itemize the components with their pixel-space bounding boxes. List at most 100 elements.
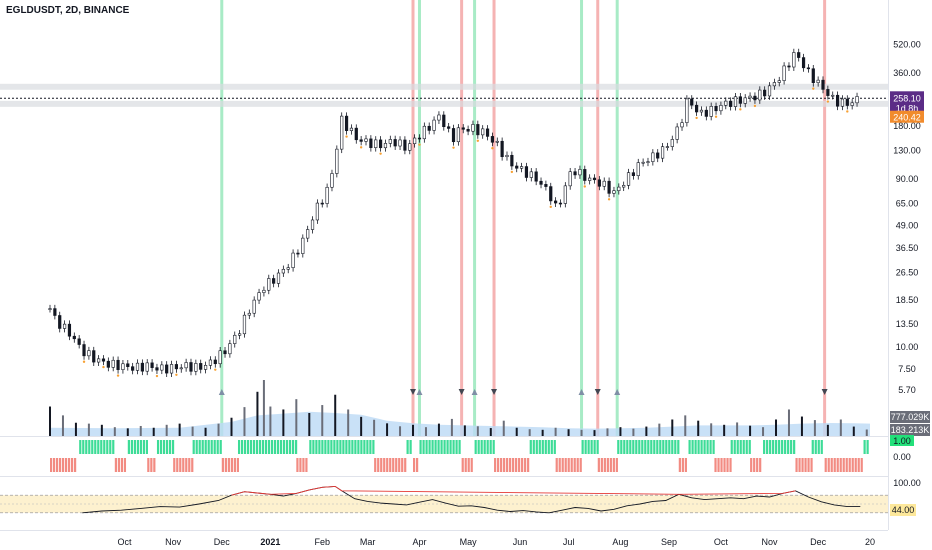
candle-body (660, 146, 665, 159)
candle-body (189, 362, 193, 372)
volume-bar (100, 424, 103, 436)
signal-bar-down (558, 458, 561, 472)
signal-bar-down (65, 458, 68, 472)
signal-bar-down (374, 458, 377, 472)
candle-body (121, 363, 125, 370)
signal-bar-down (515, 458, 518, 472)
support-band (0, 100, 888, 107)
signal-bar-down (221, 458, 224, 472)
candle-body (58, 315, 62, 329)
candle-body (437, 114, 441, 121)
volume-bar (463, 425, 466, 436)
signal-bar-down (302, 458, 305, 472)
signal-bar-up (288, 440, 292, 454)
signal-bar-up (641, 440, 644, 454)
signal-bar-up (632, 440, 635, 454)
signal-bar-down (404, 458, 407, 472)
candle-body (835, 94, 840, 107)
signal-bar-up (285, 440, 289, 454)
volume-bar (787, 409, 790, 436)
signal-bar-up (629, 440, 632, 454)
signal-bar-up (351, 440, 354, 454)
signal-bar-down (50, 458, 53, 472)
candle-body (821, 79, 825, 90)
candle-body (427, 125, 431, 131)
volume-bar (139, 425, 142, 436)
candle-body (777, 80, 781, 83)
price-tick-label: 520.00 (893, 40, 921, 50)
signal-bar-up (156, 440, 160, 454)
candle-body (573, 171, 577, 176)
signal-bar-up (709, 440, 712, 454)
signal-bar-down (827, 458, 830, 472)
signal-line (473, 0, 477, 436)
signal-bar-up (216, 440, 219, 454)
signal-arrow (410, 389, 417, 395)
signal-bar-up (255, 440, 259, 454)
volume-bar (736, 422, 739, 436)
signal-bar-up (529, 440, 532, 454)
signal-bar-up (139, 440, 142, 454)
signal-bar-up (677, 440, 680, 454)
volume-bar (74, 422, 77, 436)
signal-bar-up (258, 440, 262, 454)
signal-bar-up (345, 440, 348, 454)
candle-body (709, 106, 713, 117)
volume-average-area (50, 411, 870, 436)
candle-body (588, 177, 592, 181)
signal-bar-up (541, 440, 544, 454)
candle-marker (510, 170, 514, 174)
signal-bar-down (230, 458, 233, 472)
volume-bar (528, 429, 531, 436)
candle-body (456, 127, 460, 143)
candle-body (87, 350, 91, 357)
candle-body (291, 252, 295, 268)
candle-body (568, 171, 572, 187)
candle-body (150, 362, 154, 368)
candle-body (155, 367, 159, 371)
candle-body (369, 138, 373, 148)
candle-body (354, 127, 358, 141)
signal-bar-down (494, 458, 497, 472)
signal-bar-down (59, 458, 62, 472)
signal-bar-up (486, 440, 489, 454)
signal-bar-up (480, 440, 483, 454)
signal-bar-up (294, 440, 298, 454)
signal-line (460, 0, 464, 436)
signal-bar-down (576, 458, 579, 472)
signal-bar-up (142, 440, 145, 454)
time-tick-label: Jun (513, 537, 528, 547)
signal-bar-up (336, 440, 339, 454)
signal-bar-down (179, 458, 182, 472)
signal-bar-up (437, 440, 440, 454)
signal-bar-up (348, 440, 351, 454)
signal-bar-up (109, 440, 112, 454)
candle-body (72, 335, 76, 340)
signal-bar-down (233, 458, 236, 472)
time-tick-label: 2021 (260, 537, 280, 547)
signal-bar-up (617, 440, 620, 454)
volume-bar (204, 427, 207, 436)
oscillator-value-box (890, 504, 916, 516)
price-tick-label: 65.00 (896, 199, 919, 209)
signal-bar-down (147, 458, 150, 472)
candle-body (466, 129, 470, 132)
signal-bar-down (62, 458, 65, 472)
signal-bar-up (638, 440, 641, 454)
candle-body (690, 98, 694, 106)
signal-bar-down (573, 458, 576, 472)
signal-bar-down (597, 458, 600, 472)
signal-bar-up (279, 440, 283, 454)
signal-bar-down (191, 458, 194, 472)
signal-bar-down (227, 458, 230, 472)
signal-bar-down (299, 458, 302, 472)
signal-bar-up (736, 440, 739, 454)
candle-body (612, 190, 616, 194)
signal-bar-up (730, 440, 733, 454)
time-tick-label: Nov (762, 537, 779, 547)
signal-bar-up (112, 440, 115, 454)
signal-line (492, 0, 496, 436)
candle-marker (82, 360, 86, 363)
signal-bar-up (712, 440, 715, 454)
